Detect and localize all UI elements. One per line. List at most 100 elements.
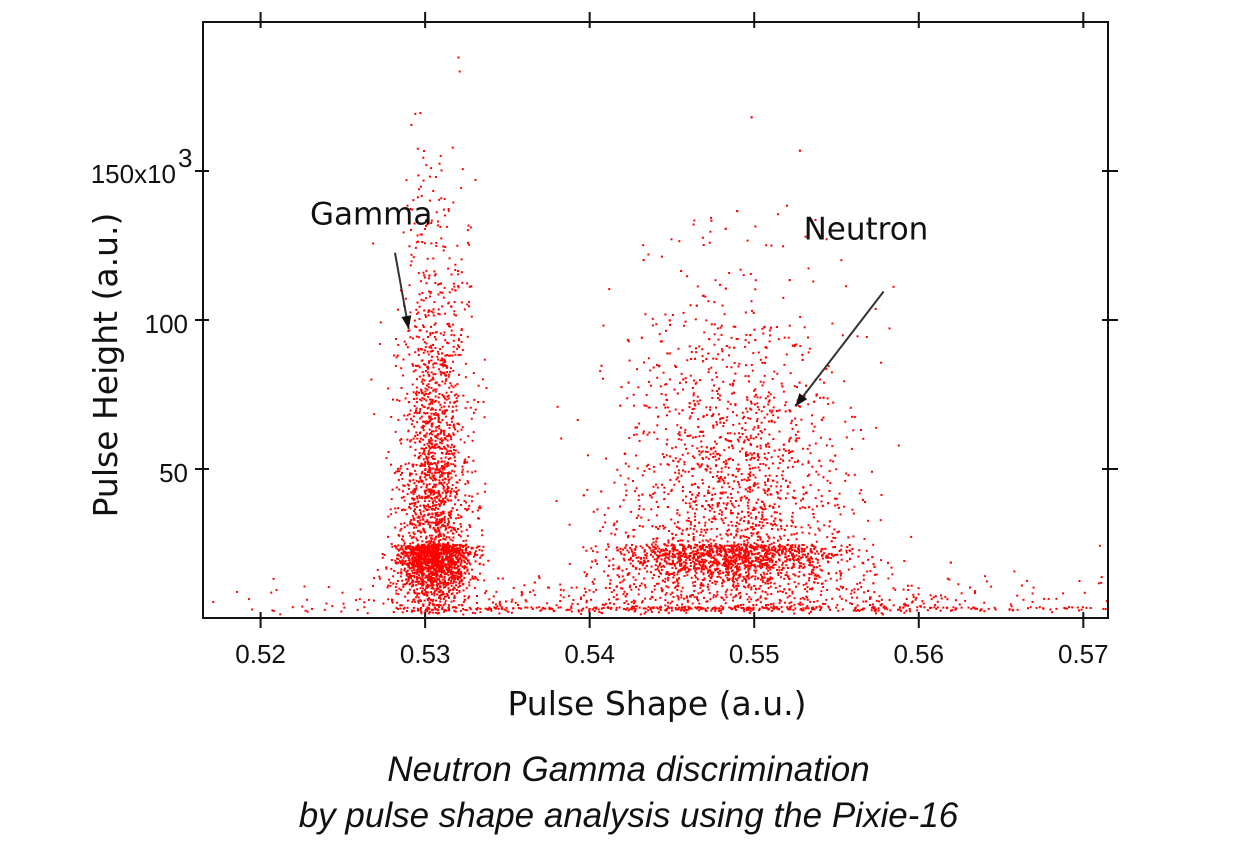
scatter-point — [749, 407, 752, 410]
scatter-point — [419, 599, 422, 602]
scatter-point — [454, 561, 457, 564]
scatter-point — [694, 519, 697, 522]
scatter-point — [791, 544, 794, 546]
scatter-point — [430, 423, 433, 425]
scatter-point — [745, 407, 747, 410]
scatter-point — [452, 446, 455, 449]
scatter-point — [605, 556, 607, 559]
scatter-point — [443, 534, 446, 537]
scatter-point — [423, 490, 426, 493]
scatter-point — [413, 482, 416, 485]
scatter-point — [412, 549, 415, 552]
scatter-point — [450, 435, 453, 438]
scatter-point — [466, 401, 469, 403]
scatter-point — [741, 417, 744, 420]
scatter-point — [435, 566, 438, 569]
scatter-point — [441, 549, 444, 552]
scatter-point — [448, 373, 451, 376]
scatter-point — [716, 593, 719, 596]
scatter-point — [482, 545, 485, 548]
scatter-point — [416, 580, 419, 583]
scatter-point — [765, 518, 768, 521]
scatter-point — [432, 565, 435, 568]
scatter-point — [437, 283, 440, 286]
scatter-point — [412, 478, 415, 481]
scatter-point — [425, 455, 428, 458]
scatter-point — [427, 558, 430, 561]
scatter-point — [437, 527, 440, 530]
scatter-point — [431, 446, 433, 449]
scatter-point — [435, 604, 438, 607]
scatter-point — [441, 473, 444, 475]
scatter-point — [419, 522, 422, 525]
scatter-point — [820, 590, 823, 593]
scatter-point — [423, 398, 426, 401]
scatter-point — [436, 471, 439, 474]
scatter-point — [448, 576, 451, 579]
scatter-point — [437, 547, 440, 550]
scatter-point — [715, 376, 718, 379]
scatter-point — [776, 492, 779, 495]
scatter-point — [416, 147, 419, 150]
scatter-point — [452, 432, 455, 435]
scatter-point — [705, 567, 708, 570]
scatter-point — [440, 282, 442, 285]
scatter-point — [862, 574, 865, 577]
scatter-point — [423, 393, 426, 396]
scatter-point — [463, 500, 466, 502]
scatter-point — [811, 414, 814, 417]
scatter-point — [451, 416, 454, 419]
scatter-point — [435, 576, 438, 578]
scatter-point — [457, 337, 460, 340]
scatter-point — [435, 504, 438, 507]
scatter-point — [422, 424, 425, 427]
scatter-point — [694, 499, 697, 502]
scatter-point — [446, 563, 449, 566]
scatter-point — [411, 497, 414, 500]
scatter-point — [430, 359, 433, 362]
scatter-point — [414, 488, 417, 491]
scatter-point — [431, 566, 434, 569]
scatter-point — [397, 479, 400, 481]
scatter-point — [434, 562, 437, 565]
scatter-point — [399, 529, 402, 532]
scatter-point — [731, 384, 734, 387]
scatter-point — [689, 568, 692, 571]
scatter-point — [464, 572, 467, 575]
scatter-point — [676, 573, 679, 576]
scatter-point — [754, 578, 757, 581]
scatter-point — [658, 554, 661, 557]
scatter-point — [644, 584, 646, 587]
scatter-point — [436, 426, 439, 428]
scatter-point — [821, 569, 824, 572]
scatter-point — [442, 537, 445, 540]
scatter-point — [423, 453, 426, 456]
scatter-point — [428, 290, 431, 293]
scatter-point — [428, 421, 430, 423]
scatter-point — [398, 399, 401, 402]
scatter-point — [420, 557, 422, 560]
scatter-point — [427, 463, 430, 466]
scatter-point — [691, 475, 694, 477]
scatter-point — [740, 499, 742, 502]
scatter-point — [703, 578, 706, 581]
scatter-point — [708, 241, 711, 244]
scatter-point — [477, 506, 480, 509]
scatter-point — [405, 573, 408, 576]
scatter-point — [447, 521, 450, 524]
scatter-point — [446, 491, 449, 493]
scatter-point — [443, 586, 446, 588]
scatter-point — [714, 583, 717, 586]
scatter-point — [449, 382, 452, 385]
scatter-point — [723, 544, 726, 547]
scatter-point — [744, 528, 747, 531]
scatter-point — [427, 367, 430, 370]
scatter-point — [715, 580, 718, 583]
scatter-point — [892, 285, 895, 288]
scatter-point — [418, 215, 421, 218]
scatter-point — [414, 571, 417, 574]
scatter-point — [433, 336, 436, 338]
scatter-point — [757, 552, 759, 555]
scatter-point — [454, 353, 457, 356]
scatter-point — [419, 437, 422, 440]
